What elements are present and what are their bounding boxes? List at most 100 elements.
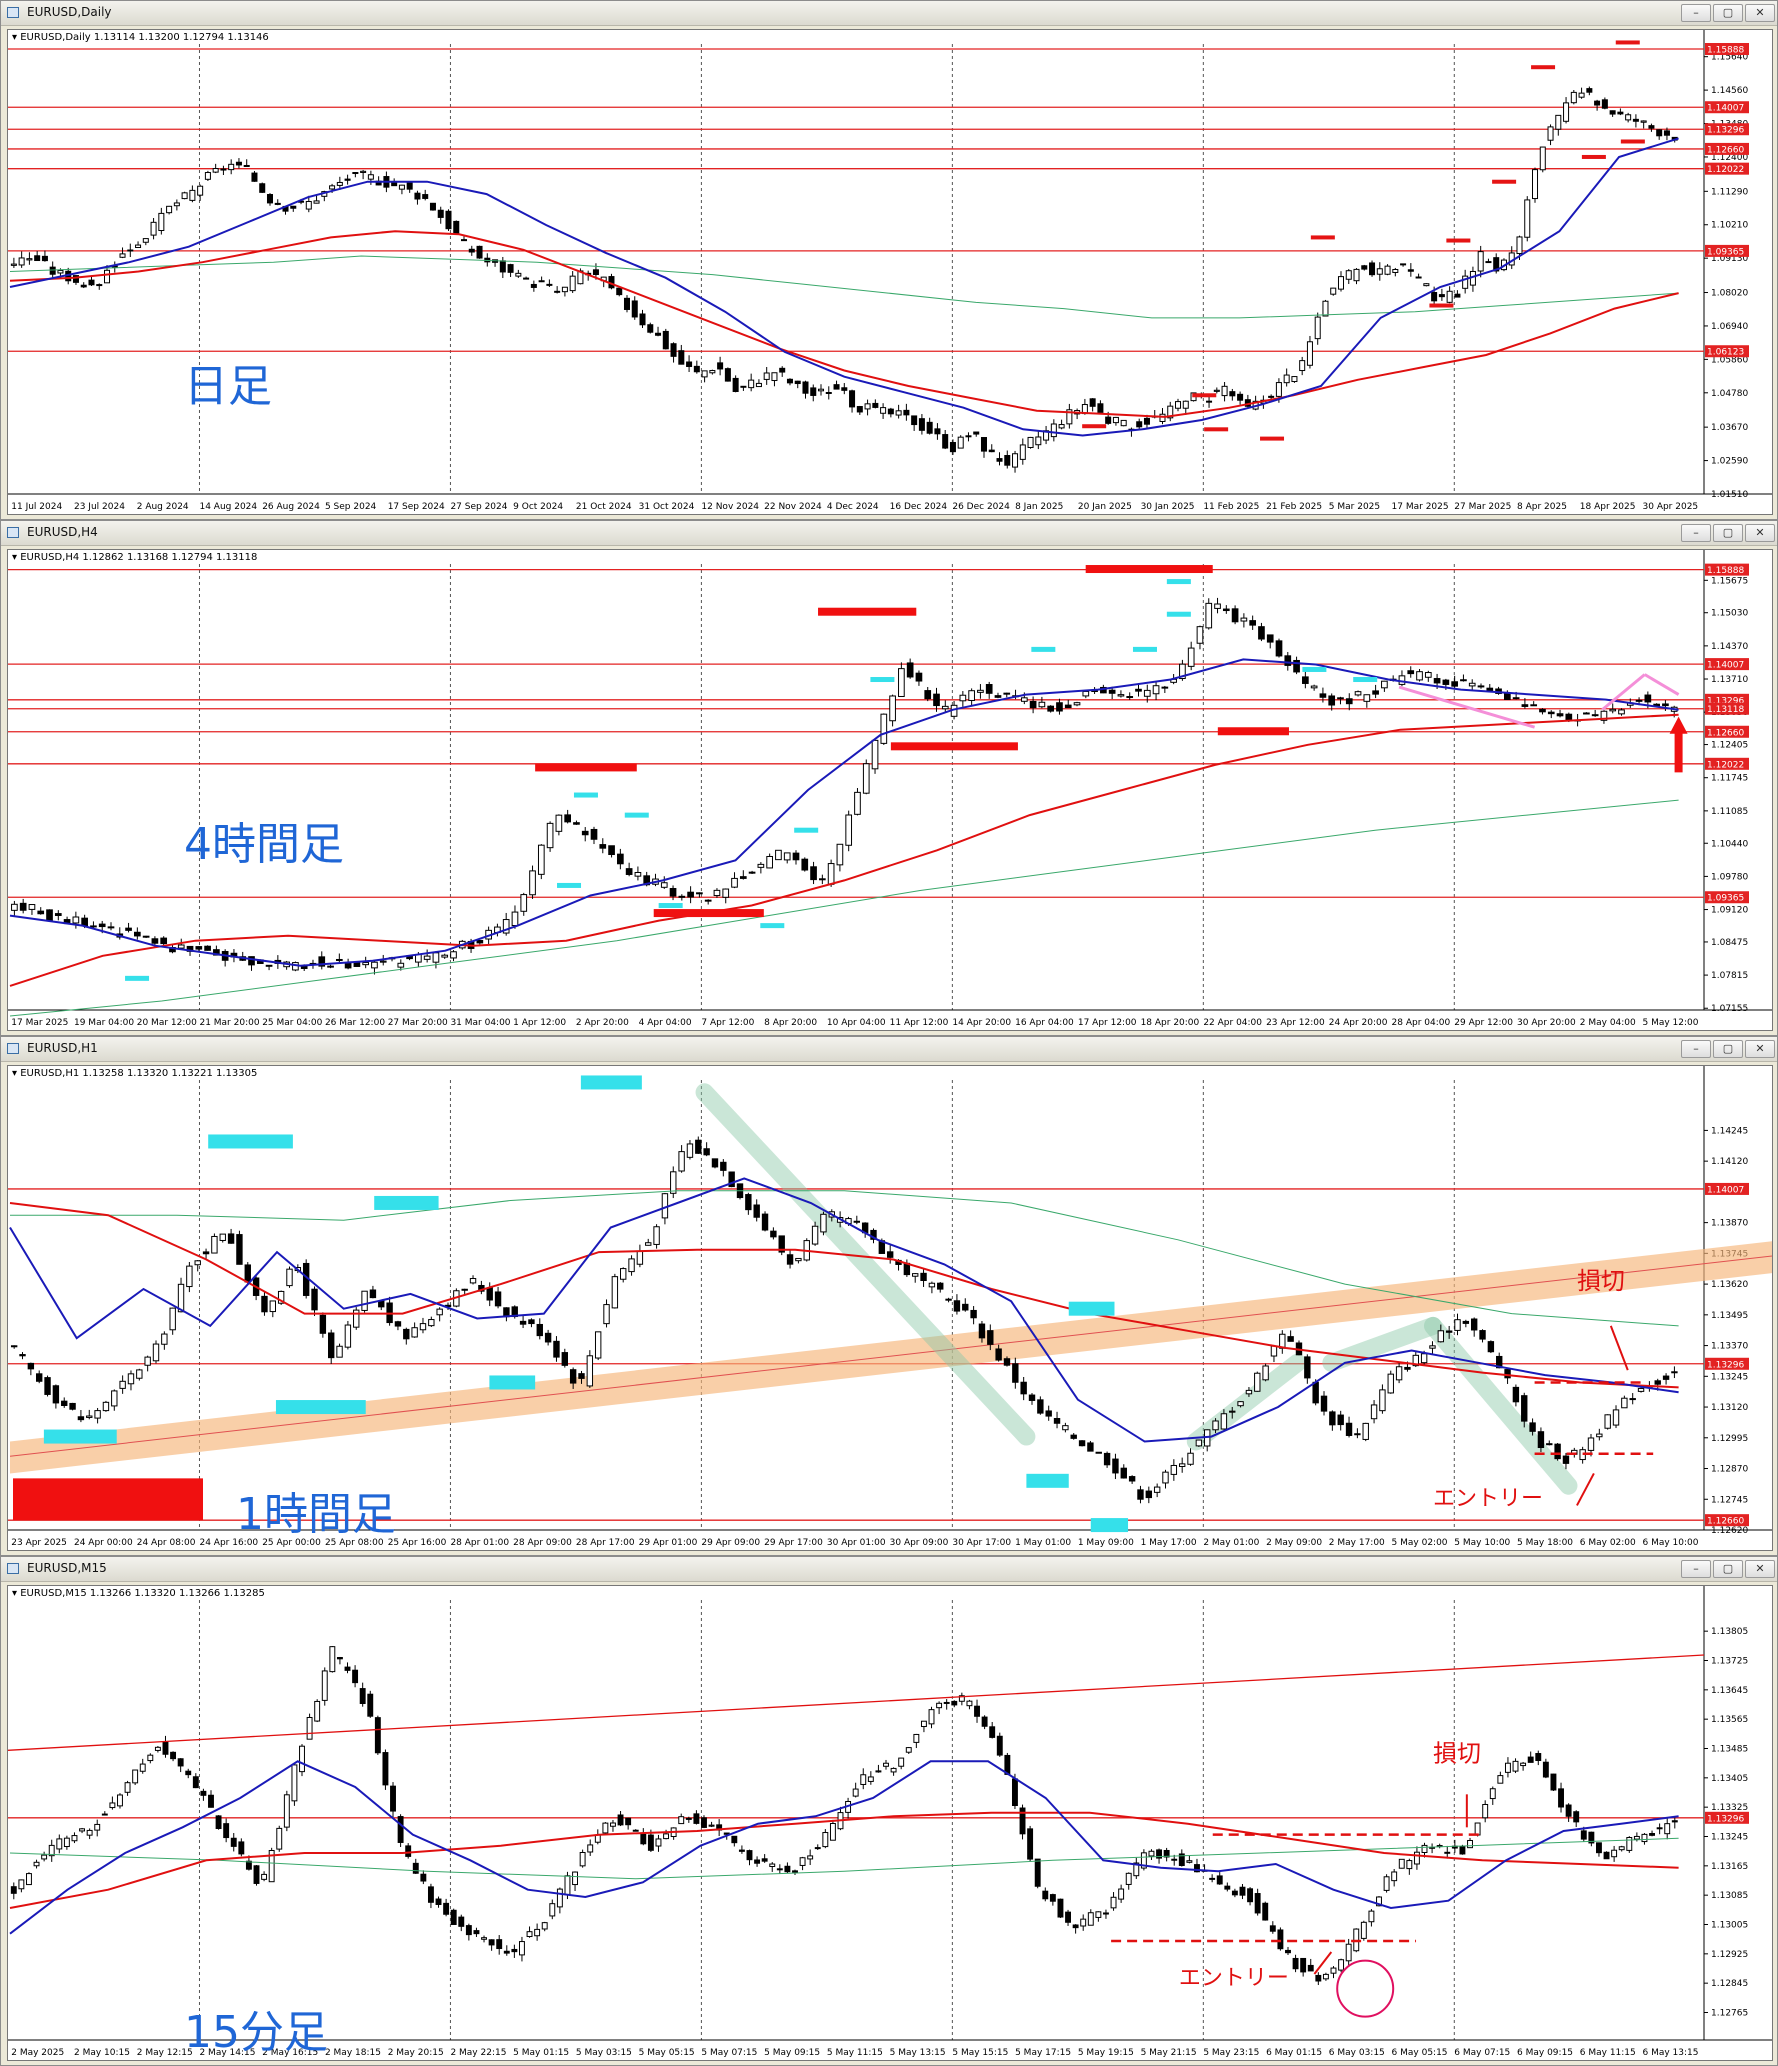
cyan-zone xyxy=(1090,1518,1129,1533)
minimize-button[interactable]: – xyxy=(1681,524,1711,542)
price-tick-label: 1.12995 xyxy=(1711,1434,1748,1444)
bear-candle xyxy=(162,1741,169,1755)
bull-candle xyxy=(920,1720,927,1728)
bull-candle xyxy=(1050,423,1057,438)
bear-candle xyxy=(918,418,925,431)
bear-candle xyxy=(486,1287,493,1301)
level-price-label: 1.14007 xyxy=(1707,661,1744,671)
bull-candle xyxy=(959,694,967,702)
red-marker-dash xyxy=(1581,154,1606,159)
window-titlebar[interactable]: EURUSD,H1 – ▢ ✕ xyxy=(1,1037,1777,1062)
bull-candle xyxy=(864,403,871,410)
bear-candle xyxy=(367,1693,374,1717)
bull-candle xyxy=(1133,1862,1140,1877)
level-price-tag xyxy=(1705,43,1749,56)
window-titlebar[interactable]: EURUSD,H4 – ▢ ✕ xyxy=(1,521,1777,546)
bull-candle xyxy=(1621,1397,1628,1409)
dropdown-icon[interactable]: ▾ xyxy=(12,1068,18,1079)
date-tick-label: 5 May 11:15 xyxy=(827,2048,883,2058)
bear-candle xyxy=(988,449,995,453)
chart-window-h1[interactable]: EURUSD,H1 – ▢ ✕ ▾ EURUSD,H1 1.13258 1.13… xyxy=(0,1036,1778,1556)
chart-area[interactable]: ▾ EURUSD,H4 1.12862 1.13168 1.12794 1.13… xyxy=(7,549,1773,1031)
date-tick-label: 5 May 09:15 xyxy=(764,2048,820,2058)
bear-candle xyxy=(290,205,297,209)
bear-candle xyxy=(1269,1925,1276,1932)
bear-candle xyxy=(989,1726,996,1738)
chart-window-m15[interactable]: EURUSD,M15 – ▢ ✕ ▾ EURUSD,M15 1.13266 1.… xyxy=(0,1556,1778,2066)
bear-candle xyxy=(924,690,932,700)
maximize-button[interactable]: ▢ xyxy=(1713,1040,1743,1058)
price-chart[interactable]: 11 Jul 2024 23 Jul 2024 2 Aug 2024 14 Aug 2… xyxy=(8,30,1773,515)
bull-candle xyxy=(1140,1852,1147,1869)
bear-candle xyxy=(770,1230,777,1238)
minimize-button[interactable]: – xyxy=(1681,4,1711,22)
red-marker-dash xyxy=(1446,238,1471,243)
bear-candle xyxy=(617,1814,624,1826)
window-titlebar[interactable]: EURUSD,Daily – ▢ ✕ xyxy=(1,1,1777,26)
chart-area[interactable]: ▾ EURUSD,H1 1.13258 1.13320 1.13221 1.13… xyxy=(7,1065,1773,1551)
bear-candle xyxy=(1438,294,1445,298)
bear-candle xyxy=(412,1862,419,1874)
price-chart[interactable]: 23 Apr 2025 24 Apr 00:00 24 Apr 08:00 24 Ap… xyxy=(8,1066,1773,1551)
bull-candle xyxy=(57,269,64,274)
bear-candle xyxy=(970,1309,977,1319)
entry-annotation: エントリー xyxy=(1179,1966,1289,1991)
maximize-button[interactable]: ▢ xyxy=(1713,4,1743,22)
price-chart[interactable]: 2 May 2025 2 May 10:15 2 May 12:15 2 May 14… xyxy=(8,1586,1773,2061)
bull-candle xyxy=(1143,689,1151,697)
dropdown-icon[interactable]: ▾ xyxy=(12,32,18,43)
date-tick-label: 6 May 11:15 xyxy=(1580,2048,1636,2058)
chart-area[interactable]: ▾ EURUSD,Daily 1.13114 1.13200 1.12794 1… xyxy=(7,29,1773,515)
bear-candle xyxy=(934,428,941,435)
date-tick-label: 11 Jul 2024 xyxy=(11,502,62,512)
maximize-button[interactable]: ▢ xyxy=(1713,1560,1743,1578)
close-button[interactable]: ✕ xyxy=(1745,4,1775,22)
bear-candle xyxy=(1145,1490,1153,1499)
bull-candle xyxy=(1345,270,1352,280)
bull-candle xyxy=(1182,400,1189,409)
cyan-marker xyxy=(125,975,150,981)
bull-candle xyxy=(283,1794,290,1828)
bear-candle xyxy=(499,260,506,273)
bear-candle xyxy=(369,1289,377,1299)
date-tick-label: 20 Mar 12:00 xyxy=(137,1018,197,1028)
minimize-button[interactable]: – xyxy=(1681,1040,1711,1058)
cyan-zone xyxy=(374,1195,439,1210)
chart-window-daily[interactable]: EURUSD,Daily – ▢ ✕ ▾ EURUSD,Daily 1.1311… xyxy=(0,0,1778,520)
chart-window-h4[interactable]: EURUSD,H4 – ▢ ✕ ▾ EURUSD,H4 1.12862 1.13… xyxy=(0,520,1778,1036)
bear-candle xyxy=(318,956,326,967)
bear-candle xyxy=(996,458,1003,462)
dropdown-icon[interactable]: ▾ xyxy=(12,552,18,563)
bear-candle xyxy=(511,1948,518,1953)
bear-candle xyxy=(974,1705,980,1717)
bull-candle xyxy=(1416,671,1423,681)
bull-candle xyxy=(546,822,554,849)
bear-candle xyxy=(142,935,150,938)
bull-candle xyxy=(1429,1345,1436,1349)
bear-candle xyxy=(1136,421,1143,428)
bear-candle xyxy=(717,362,724,370)
bear-candle xyxy=(1663,130,1670,136)
close-button[interactable]: ✕ xyxy=(1745,524,1775,542)
dropdown-icon[interactable]: ▾ xyxy=(12,1588,18,1599)
window-titlebar[interactable]: EURUSD,M15 – ▢ ✕ xyxy=(1,1557,1777,1582)
bear-candle xyxy=(1216,1875,1223,1885)
date-tick-label: 6 May 10:00 xyxy=(1643,1538,1699,1548)
date-tick-label: 26 Dec 2024 xyxy=(952,502,1010,512)
close-button[interactable]: ✕ xyxy=(1745,1560,1775,1578)
bear-candle xyxy=(995,1348,1002,1361)
close-button[interactable]: ✕ xyxy=(1745,1040,1775,1058)
bull-candle xyxy=(321,1670,328,1701)
channel-band xyxy=(10,1241,1772,1474)
minimize-button[interactable]: – xyxy=(1681,1560,1711,1578)
price-chart[interactable]: 17 Mar 2025 19 Mar 04:00 20 Mar 12:00 21 Ma… xyxy=(8,550,1773,1031)
maximize-button[interactable]: ▢ xyxy=(1713,524,1743,542)
price-tick-label: 1.15675 xyxy=(1711,576,1748,586)
bear-candle xyxy=(1596,1842,1602,1854)
bull-candle xyxy=(502,919,510,934)
bull-candle xyxy=(1462,275,1469,289)
chart-area[interactable]: ▾ EURUSD,M15 1.13266 1.13320 1.13266 1.1… xyxy=(7,1585,1773,2061)
bear-candle xyxy=(616,287,623,296)
date-tick-label: 2 Apr 20:00 xyxy=(576,1018,629,1028)
bear-candle xyxy=(1042,1890,1049,1900)
